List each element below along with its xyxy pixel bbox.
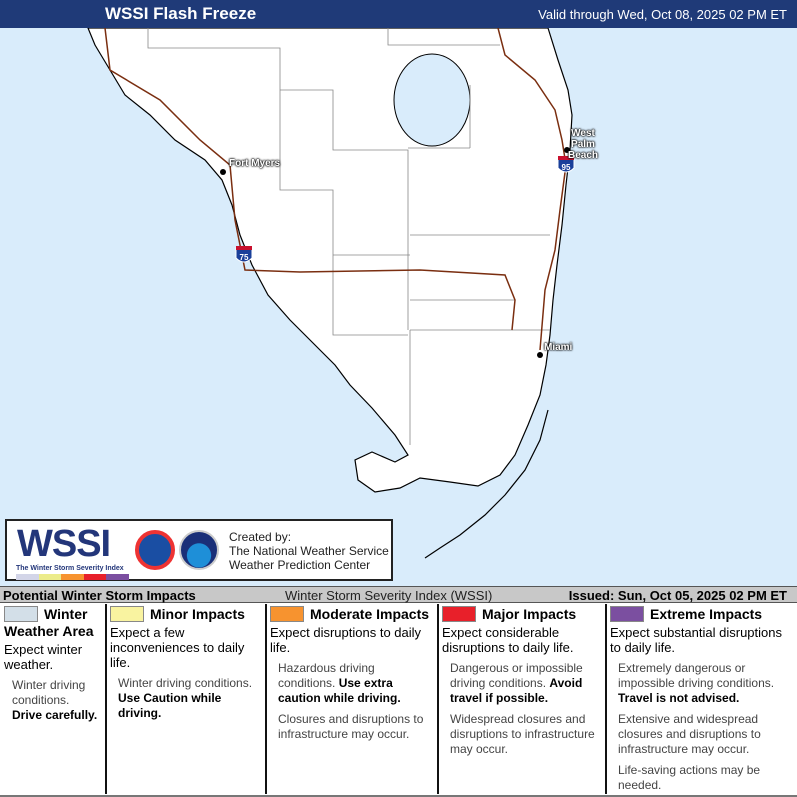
legend-swatch bbox=[610, 606, 644, 622]
legend-bullet: Winter driving conditions. Drive careful… bbox=[4, 678, 102, 723]
svg-text:75: 75 bbox=[240, 253, 249, 262]
legend-bullet: Winter driving conditions. Use Caution w… bbox=[110, 676, 262, 721]
bullet-text: Dangerous or impossible driving conditio… bbox=[450, 661, 583, 690]
legend-divider bbox=[105, 604, 107, 794]
legend-title-text: Major Impacts bbox=[482, 606, 577, 622]
lake-okeechobee bbox=[393, 53, 471, 147]
legend-title-text: Winter Weather Area bbox=[4, 606, 94, 639]
map: 75 95 Fort Myers West Palm Beach Miami bbox=[0, 28, 797, 586]
bullet-text: Winter driving conditions. bbox=[12, 678, 86, 707]
land bbox=[87, 28, 573, 493]
bullet-text: Life-saving actions may be needed. bbox=[618, 763, 761, 792]
legend-title: Major Impacts bbox=[442, 606, 602, 623]
bullet-emphasis: Avoid travel if possible. bbox=[450, 676, 583, 705]
impacts-heading: Potential Winter Storm Impacts bbox=[3, 588, 196, 603]
svg-text:95: 95 bbox=[562, 163, 571, 172]
credits: Created by: The National Weather Service… bbox=[229, 530, 389, 572]
miami-dot bbox=[537, 352, 543, 358]
bullet-emphasis: Drive carefully. bbox=[12, 708, 98, 722]
legend-title: Moderate Impacts bbox=[270, 606, 434, 623]
legend-divider bbox=[605, 604, 607, 794]
legend-expectation: Expect considerable disruptions to daily… bbox=[442, 625, 574, 655]
i95-shield-icon: 95 bbox=[557, 156, 575, 173]
bullet-text: Widespread closures and disruptions to i… bbox=[450, 712, 595, 756]
wssi-tagline: The Winter Storm Severity Index bbox=[16, 565, 124, 572]
legend-title-text: Moderate Impacts bbox=[310, 606, 430, 622]
bullet-emphasis: Use Caution while driving. bbox=[118, 691, 222, 720]
city-label: Fort Myers bbox=[229, 158, 281, 169]
i75-shield-icon: 75 bbox=[235, 246, 253, 263]
bullet-text: Extremely dangerous or impossible drivin… bbox=[618, 661, 775, 690]
issued-time: Issued: Sun, Oct 05, 2025 02 PM ET bbox=[568, 588, 787, 603]
legend-bullet: Hazardous driving conditions. Use extra … bbox=[270, 661, 434, 706]
bullet-text: Closures and disruptions to infrastructu… bbox=[278, 712, 424, 741]
header-bar: WSSI Flash Freeze Valid through Wed, Oct… bbox=[0, 0, 797, 28]
legend-bullet: Life-saving actions may be needed. bbox=[610, 763, 793, 793]
legend-divider bbox=[437, 604, 439, 794]
legend-title: Winter Weather Area bbox=[4, 606, 102, 640]
org-nws: The National Weather Service bbox=[229, 544, 389, 558]
county-lines bbox=[147, 28, 550, 445]
bullet-text: Winter driving conditions. bbox=[118, 676, 253, 690]
created-by-label: Created by: bbox=[229, 530, 292, 544]
legend-minor-impacts: Minor Impacts Expect a few inconveniences… bbox=[106, 604, 266, 796]
bullet-emphasis: Use extra caution while driving. bbox=[278, 676, 401, 705]
highways bbox=[104, 28, 567, 351]
florida-map: 75 95 bbox=[87, 28, 575, 559]
legend-bullet: Extremely dangerous or impossible drivin… bbox=[610, 661, 793, 706]
noaa-seal-icon bbox=[179, 530, 219, 570]
legend-divider bbox=[265, 604, 267, 794]
bottom-border bbox=[0, 795, 797, 797]
valid-through: Valid through Wed, Oct 08, 2025 02 PM ET bbox=[538, 7, 787, 22]
bullet-emphasis: Travel is not advised. bbox=[618, 691, 740, 705]
legend-winter-weather-area: Winter Weather Area Expect winter weather… bbox=[0, 604, 106, 796]
legend-major-impacts: Major Impacts Expect considerable disrupt… bbox=[438, 604, 606, 796]
legend-swatch bbox=[270, 606, 304, 622]
legend-swatch bbox=[4, 606, 38, 622]
legend-expectation: Expect substantial disruptions to daily … bbox=[610, 625, 782, 655]
legend-title-text: Extreme Impacts bbox=[650, 606, 763, 622]
wssi-wordmark: WSSI bbox=[17, 523, 111, 565]
legend-moderate-impacts: Moderate Impacts Expect disruptions to da… bbox=[266, 604, 438, 796]
map-title: WSSI Flash Freeze bbox=[105, 4, 257, 23]
legend-bullet: Dangerous or impossible driving conditio… bbox=[442, 661, 602, 706]
wssi-color-bar bbox=[16, 574, 129, 580]
org-wpc: Weather Prediction Center bbox=[229, 558, 371, 572]
legend-bullet: Extensive and widespread closures and di… bbox=[610, 712, 793, 757]
nws-seal-icon bbox=[135, 530, 175, 570]
info-band: Potential Winter Storm Impacts Winter St… bbox=[0, 586, 797, 603]
legend-bullet: Widespread closures and disruptions to i… bbox=[442, 712, 602, 757]
west-palm-dot bbox=[564, 147, 570, 153]
legend-swatch bbox=[442, 606, 476, 622]
legend-extreme-impacts: Extreme Impacts Expect substantial disrup… bbox=[606, 604, 797, 796]
fort-myers-dot bbox=[220, 169, 226, 175]
city-label: Miami bbox=[544, 342, 573, 353]
legend-title: Extreme Impacts bbox=[610, 606, 793, 623]
legend-expectation: Expect winter weather. bbox=[4, 642, 83, 672]
legend-swatch bbox=[110, 606, 144, 622]
index-name: Winter Storm Severity Index (WSSI) bbox=[285, 588, 493, 603]
legend-title: Minor Impacts bbox=[110, 606, 262, 623]
florida-keys bbox=[424, 409, 549, 559]
legend-expectation: Expect a few inconveniences to daily lif… bbox=[110, 625, 245, 670]
bullet-text: Hazardous driving conditions. bbox=[278, 661, 375, 690]
legend-expectation: Expect disruptions to daily life. bbox=[270, 625, 422, 655]
city-label: West Palm Beach bbox=[567, 128, 598, 161]
legend-bullet: Closures and disruptions to infrastructu… bbox=[270, 712, 434, 742]
bullet-text: Extensive and widespread closures and di… bbox=[618, 712, 761, 756]
legend-title-text: Minor Impacts bbox=[150, 606, 245, 622]
wssi-logo-panel: WSSI The Winter Storm Severity Index Cre… bbox=[5, 519, 393, 581]
